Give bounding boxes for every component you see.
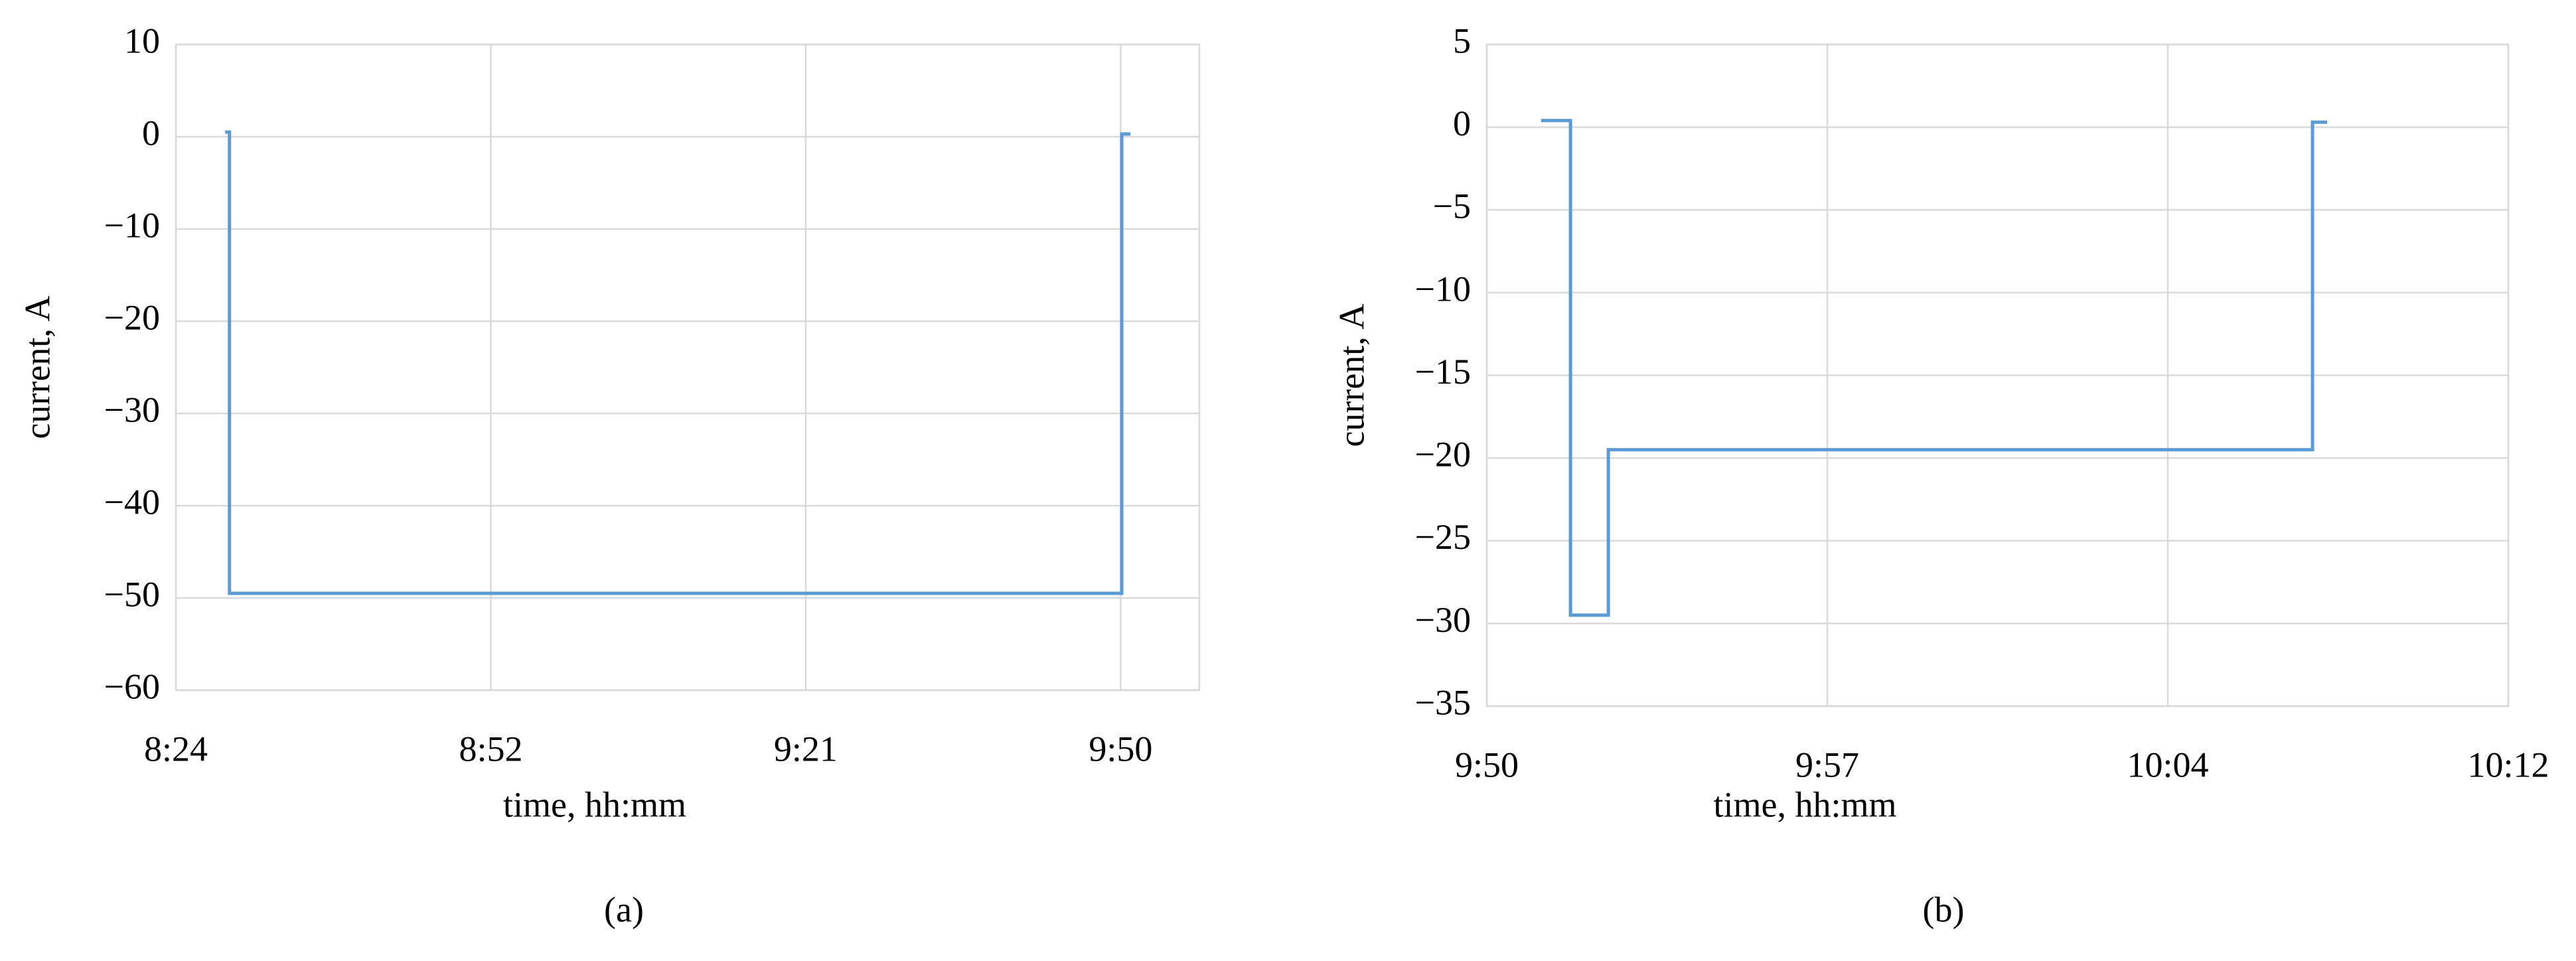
data-line: [1541, 119, 2328, 617]
y-tick-label: −20: [1415, 435, 1471, 475]
y-tick-label: −60: [104, 666, 160, 706]
x-tick-label: 9:21: [774, 729, 838, 769]
y-tick-label: 0: [142, 113, 160, 153]
x-tick-label: 8:52: [459, 729, 522, 769]
y-tick-label: −5: [1433, 186, 1471, 226]
y-tick-label: 0: [1453, 104, 1471, 143]
y-axis-label: current, A: [1331, 304, 1371, 447]
x-tick-label: 9:50: [1455, 745, 1519, 784]
plot-border: [175, 43, 1201, 692]
y-tick-label: −10: [104, 205, 160, 245]
x-axis-label: time, hh:mm: [503, 784, 686, 824]
x-tick-label: 10:12: [2467, 745, 2549, 784]
y-tick-label: −50: [104, 574, 160, 614]
y-tick-label: −15: [1415, 352, 1471, 392]
y-tick-label: −40: [104, 482, 160, 522]
y-axis-label: current, A: [17, 296, 57, 439]
x-tick-label: 9:50: [1089, 729, 1152, 769]
x-tick-label: 10:04: [2127, 745, 2208, 784]
y-tick-label: −10: [1415, 269, 1471, 309]
x-axis-label: time, hh:mm: [1714, 784, 1897, 824]
x-tick-label: 9:57: [1795, 745, 1859, 784]
y-tick-label: −35: [1415, 682, 1471, 722]
data-line: [225, 130, 1131, 595]
plot-border: [1485, 43, 2510, 707]
y-tick-label: −30: [104, 390, 160, 429]
caption: (a): [604, 889, 644, 929]
x-tick-label: 8:24: [144, 729, 208, 769]
y-tick-label: 5: [1453, 21, 1471, 60]
caption: (b): [1923, 889, 1965, 929]
y-tick-label: −20: [104, 297, 160, 337]
y-tick-label: −30: [1415, 600, 1471, 640]
y-tick-label: 10: [124, 21, 160, 60]
y-tick-label: −25: [1415, 517, 1471, 557]
